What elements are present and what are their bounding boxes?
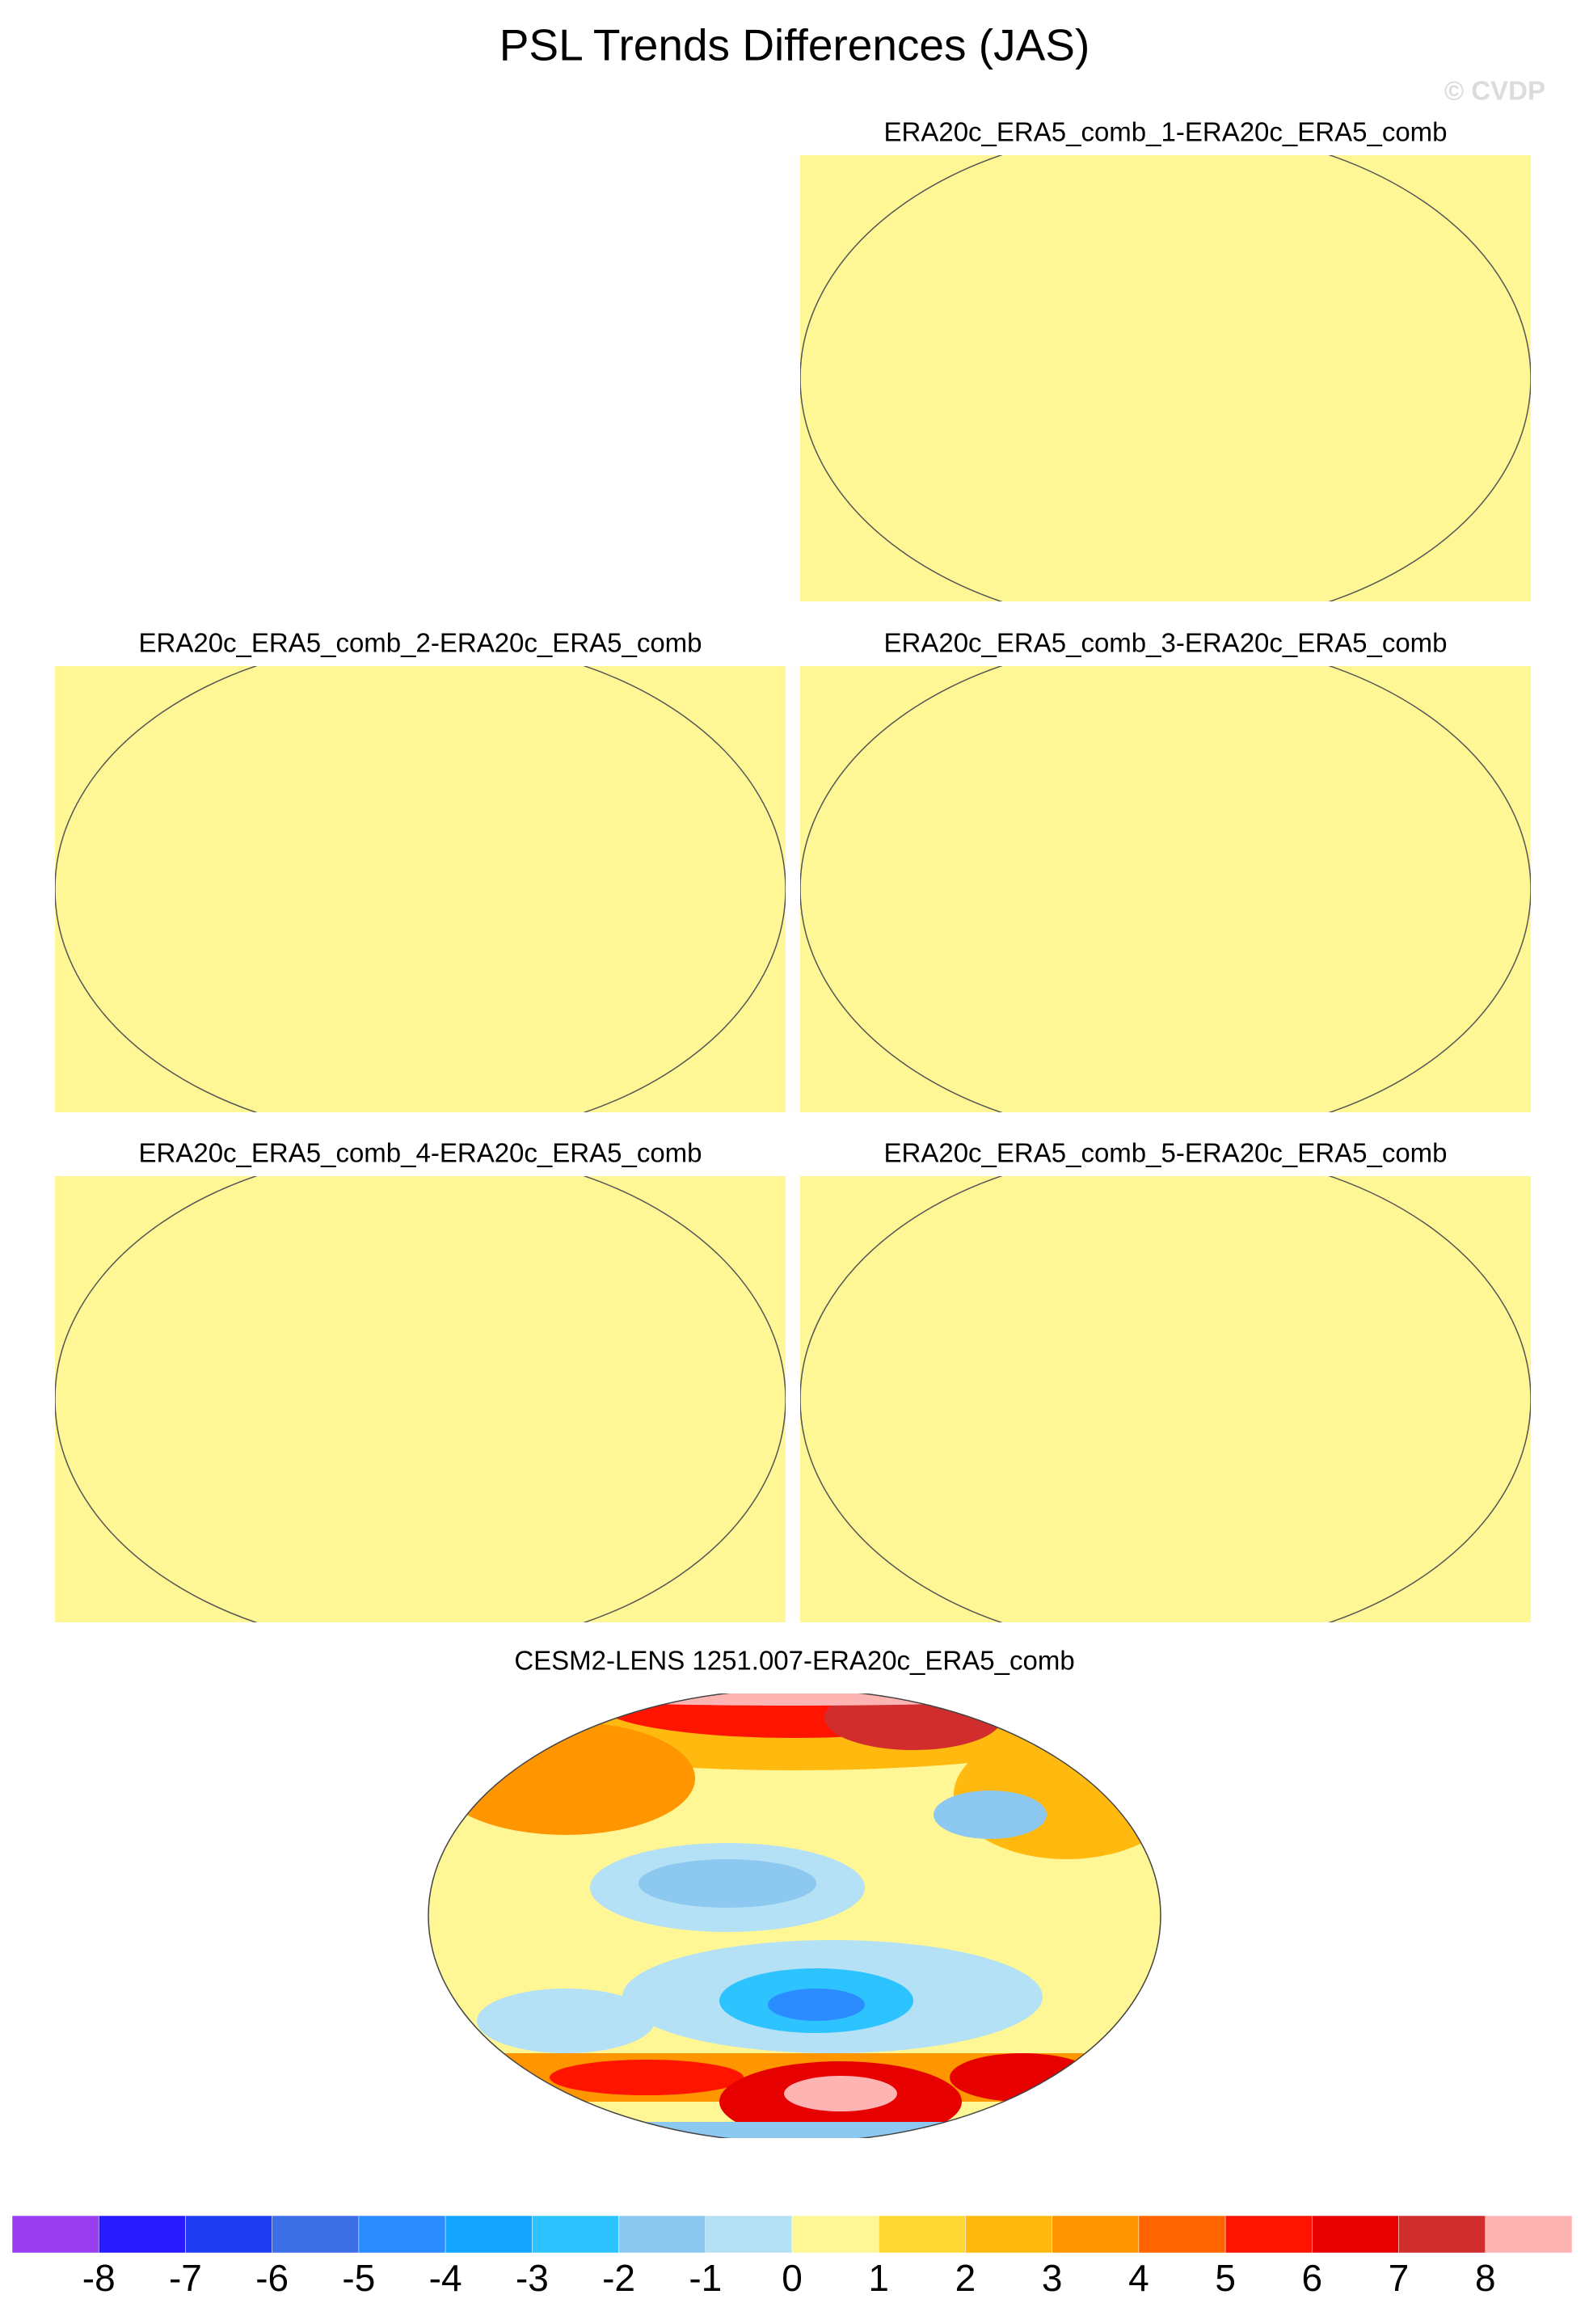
map-panel: ERA20c_ERA5_comb_1-ERA20c_ERA5_comb	[800, 117, 1531, 601]
colorbar-box	[1052, 2215, 1140, 2254]
map-background	[800, 1176, 1531, 1622]
colorbar-label: 3	[1042, 2257, 1063, 2299]
colorbar-label: -1	[689, 2257, 722, 2299]
map-background	[800, 666, 1531, 1112]
colorbar-label: 5	[1215, 2257, 1236, 2299]
map-panel: ERA20c_ERA5_comb_3-ERA20c_ERA5_comb	[800, 628, 1531, 1112]
map-panel: ERA20c_ERA5_comb_2-ERA20c_ERA5_comb	[55, 628, 786, 1112]
colorbar-box	[618, 2215, 706, 2254]
colorbar-box	[1224, 2215, 1313, 2254]
colorbar-label: 1	[868, 2257, 889, 2299]
colorbar-box	[705, 2215, 793, 2254]
map-panel: ERA20c_ERA5_comb_5-ERA20c_ERA5_comb	[800, 1138, 1531, 1622]
model-map: CESM2-LENS 1251.007-ERA20c_ERA5_comb	[428, 1646, 1161, 2138]
colorbar-box	[98, 2215, 186, 2254]
colorbar-label: -2	[602, 2257, 635, 2299]
panel-title: ERA20c_ERA5_comb_5-ERA20c_ERA5_comb	[883, 1138, 1447, 1168]
colorbar-label: -7	[169, 2257, 202, 2299]
colorbar-box	[965, 2215, 1052, 2254]
figure-title: PSL Trends Differences (JAS)	[499, 20, 1090, 70]
colorbar-box	[1138, 2215, 1226, 2254]
colorbar-box	[532, 2215, 619, 2254]
colorbar-label: 0	[782, 2257, 803, 2299]
colorbar: -8 -7 -6 -5 -4 -3 -2 -1 0 1 2 3 4 5 6 7 8	[11, 2215, 1573, 2299]
panel-title: CESM2-LENS 1251.007-ERA20c_ERA5_comb	[514, 1646, 1074, 1676]
colorbar-box	[11, 2215, 99, 2254]
colorbar-label: 2	[955, 2257, 976, 2299]
map-background	[55, 1176, 786, 1622]
colorbar-label: -4	[429, 2257, 462, 2299]
watermark: © CVDP	[1444, 76, 1545, 106]
colorbar-box	[878, 2215, 966, 2254]
colorbar-label: 7	[1389, 2257, 1410, 2299]
map-background	[55, 666, 786, 1112]
panel-title: ERA20c_ERA5_comb_3-ERA20c_ERA5_comb	[883, 628, 1447, 658]
colorbar-label: 4	[1128, 2257, 1149, 2299]
colorbar-box	[445, 2215, 533, 2254]
colorbar-box	[1485, 2215, 1573, 2254]
colorbar-box	[272, 2215, 360, 2254]
colorbar-box	[1312, 2215, 1399, 2254]
colorbar-label: 6	[1302, 2257, 1323, 2299]
panel-title: ERA20c_ERA5_comb_4-ERA20c_ERA5_comb	[138, 1138, 702, 1168]
colorbar-box	[358, 2215, 446, 2254]
map-background	[800, 155, 1531, 601]
colorbar-box	[1398, 2215, 1486, 2254]
colorbar-box	[791, 2215, 879, 2254]
map-panel: ERA20c_ERA5_comb_4-ERA20c_ERA5_comb	[55, 1138, 786, 1622]
panel-title: ERA20c_ERA5_comb_2-ERA20c_ERA5_comb	[138, 628, 702, 658]
panel-title: ERA20c_ERA5_comb_1-ERA20c_ERA5_comb	[883, 117, 1447, 147]
colorbar-label: -3	[516, 2257, 549, 2299]
colorbar-label: -8	[82, 2257, 116, 2299]
colorbar-label: -5	[342, 2257, 375, 2299]
colorbar-label: -6	[255, 2257, 289, 2299]
colorbar-label: 8	[1475, 2257, 1496, 2299]
colorbar-box	[185, 2215, 272, 2254]
